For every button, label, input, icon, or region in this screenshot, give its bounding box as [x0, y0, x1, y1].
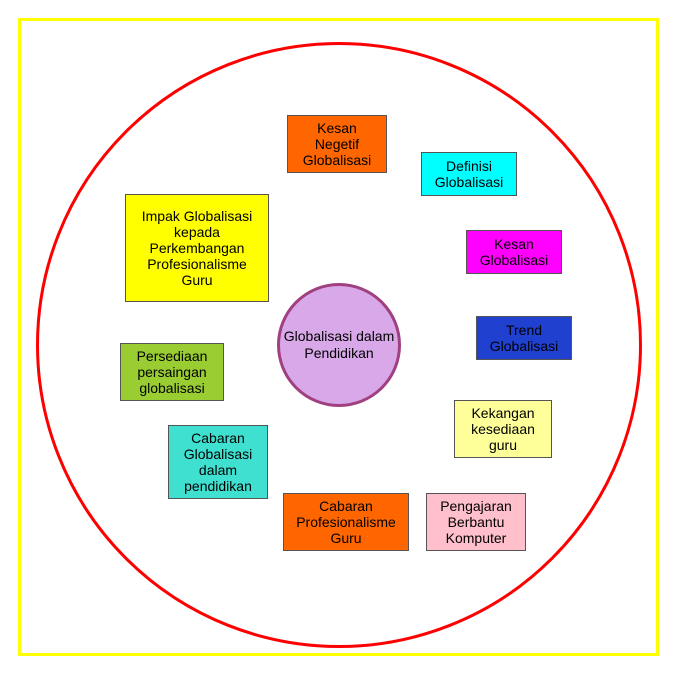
node-label: Pengajaran Berbantu Komputer	[433, 498, 519, 546]
node-label: Cabaran Profesionalisme Guru	[290, 498, 402, 546]
node-label: Cabaran Globalisasi dalam pendidikan	[175, 430, 261, 494]
node-label: Kesan Globalisasi	[473, 236, 555, 268]
node-label: Trend Globalisasi	[483, 322, 565, 354]
node-label: Definisi Globalisasi	[428, 158, 510, 190]
node-cabaran-global: Cabaran Globalisasi dalam pendidikan	[168, 425, 268, 499]
node-kesan: Kesan Globalisasi	[466, 230, 562, 274]
node-trend: Trend Globalisasi	[476, 316, 572, 360]
node-pengajaran: Pengajaran Berbantu Komputer	[426, 493, 526, 551]
center-topic-label: Globalisasi dalam Pendidikan	[280, 328, 398, 362]
node-definisi: Definisi Globalisasi	[421, 152, 517, 196]
node-kekangan: Kekangan kesediaan guru	[454, 400, 552, 458]
node-kesan-negetif: Kesan Negetif Globalisasi	[287, 115, 387, 173]
node-label: Impak Globalisasi kepada Perkembangan Pr…	[132, 208, 262, 288]
center-topic: Globalisasi dalam Pendidikan	[277, 283, 401, 407]
node-label: Persediaan persaingan globalisasi	[127, 348, 217, 396]
node-label: Kekangan kesediaan guru	[461, 405, 545, 453]
node-impak: Impak Globalisasi kepada Perkembangan Pr…	[125, 194, 269, 302]
node-persediaan: Persediaan persaingan globalisasi	[120, 343, 224, 401]
node-cabaran-prof: Cabaran Profesionalisme Guru	[283, 493, 409, 551]
node-label: Kesan Negetif Globalisasi	[294, 120, 380, 168]
